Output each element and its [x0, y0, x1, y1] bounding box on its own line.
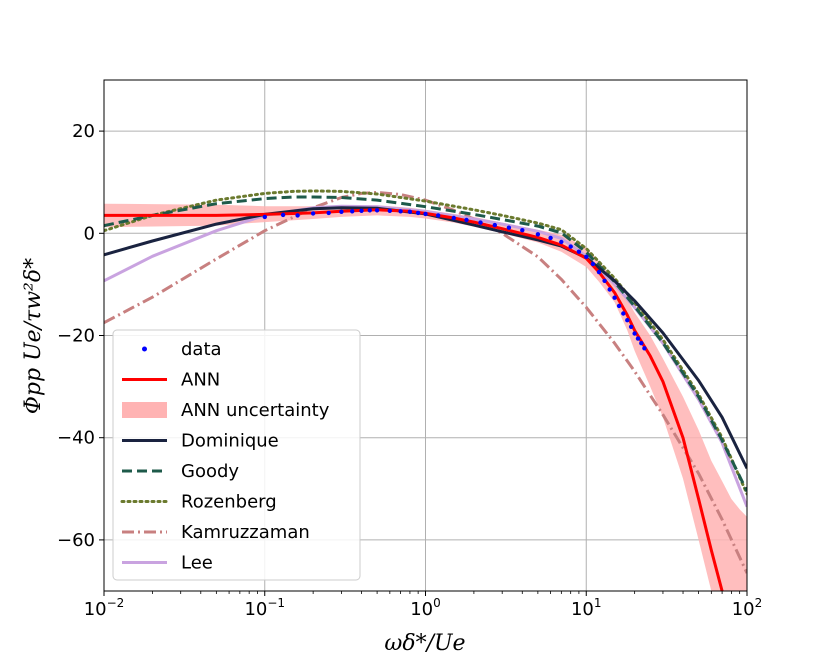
legend-label: Dominique: [181, 431, 279, 452]
data-point: [520, 228, 525, 233]
y-axis-label: Φpp Ue/τw²δ*: [21, 258, 46, 414]
y-tick-label: 0: [84, 223, 95, 244]
x-tick-exponent: 0: [433, 596, 441, 610]
x-axis-label: ωδ*/Ue: [384, 631, 465, 656]
x-tick-base: 10: [571, 599, 594, 620]
x-tick-exponent: −1: [267, 596, 285, 610]
legend-label: Goody: [181, 461, 239, 482]
data-point: [616, 303, 622, 309]
legend-frame: [112, 329, 361, 581]
data-point: [398, 209, 403, 214]
data-point: [387, 208, 392, 213]
legend-label: Kamruzzaman: [181, 522, 310, 543]
x-tick-exponent: 2: [755, 596, 763, 610]
y-tick-label: −20: [57, 326, 95, 347]
data-point: [602, 278, 607, 283]
data-point: [621, 311, 626, 316]
data-point: [295, 213, 300, 218]
legend-label: Rozenberg: [181, 492, 277, 513]
data-point: [310, 211, 316, 216]
data-point: [642, 346, 647, 351]
data-point: [639, 341, 644, 346]
data-point: [339, 209, 344, 214]
data-point: [415, 210, 421, 216]
legend-label: ANN uncertainty: [181, 400, 330, 421]
legend-label: ANN: [181, 370, 220, 391]
data-point: [350, 209, 355, 214]
x-tick-base: 10: [84, 599, 107, 620]
legend-label: Lee: [181, 553, 213, 574]
x-tick-base: 10: [732, 599, 755, 620]
x-tick-label: 102: [732, 596, 763, 620]
x-tick-label: 10−2: [84, 596, 125, 620]
series-line-ann: [104, 208, 724, 591]
x-tick-base: 10: [244, 599, 267, 620]
data-point: [367, 208, 372, 213]
data-point: [374, 208, 380, 213]
series-line-rozenberg: [104, 189, 747, 496]
series-line-goody: [104, 195, 747, 493]
y-tick-label: −60: [57, 530, 95, 551]
x-tick-label: 10−1: [244, 596, 285, 620]
x-tick-label: 100: [410, 596, 441, 620]
y-tick-label: 20: [72, 121, 95, 142]
data-point: [407, 209, 413, 214]
data-point: [359, 208, 364, 213]
data-point: [590, 261, 596, 267]
legend: data ANN ANN uncertainty Dominique Goody Roze…: [112, 329, 361, 581]
x-tick-exponent: 1: [594, 596, 602, 610]
legend-label: data: [181, 339, 222, 360]
x-tick-exponent: −2: [107, 596, 125, 610]
data-point: [506, 225, 512, 230]
y-tick-label: −40: [57, 428, 95, 449]
data-point: [492, 222, 497, 228]
data-points-layer: [262, 208, 647, 351]
data-point: [326, 210, 331, 216]
data-point: [612, 295, 617, 300]
data-point: [280, 212, 286, 218]
data-point: [451, 215, 456, 221]
data-point: [478, 220, 483, 225]
data-point: [628, 324, 634, 329]
legend-swatch-patch: [122, 402, 167, 418]
x-tick-base: 10: [410, 599, 433, 620]
data-point: [262, 214, 267, 220]
data-point: [436, 213, 441, 218]
data-point: [576, 249, 582, 254]
data-point: [632, 331, 637, 336]
data-point: [423, 211, 428, 217]
data-point: [584, 254, 589, 259]
data-point: [559, 239, 564, 245]
legend-swatch-dot: [142, 346, 147, 352]
data-point: [464, 217, 469, 223]
data-point: [596, 269, 602, 275]
data-point: [607, 287, 612, 292]
data-point: [535, 232, 541, 237]
data-point: [568, 244, 573, 249]
data-point: [548, 235, 553, 241]
data-point: [635, 336, 641, 341]
x-tick-label: 101: [571, 596, 602, 620]
data-point: [625, 318, 630, 323]
